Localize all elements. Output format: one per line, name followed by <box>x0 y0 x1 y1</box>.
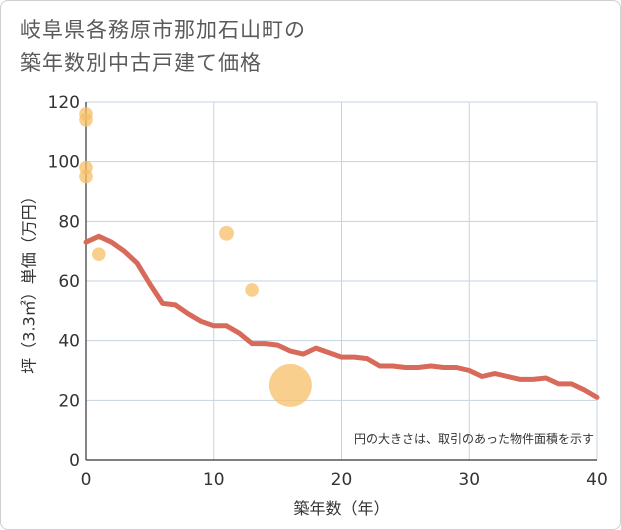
grid-lines <box>86 101 598 460</box>
chart-title-line-2: 築年数別中古戸建て価格 <box>20 50 262 75</box>
scatter-points <box>79 107 312 407</box>
average-line <box>83 233 600 400</box>
y-tick-label: 60 <box>58 272 80 292</box>
x-tick-label: 30 <box>458 470 480 490</box>
y-tick-label: 20 <box>58 391 80 411</box>
x-tick-label: 40 <box>586 470 608 490</box>
x-tick-label: 0 <box>81 470 92 490</box>
x-tick-label: 20 <box>331 470 353 490</box>
y-tick-label: 80 <box>58 212 80 232</box>
y-axis-title: 坪（3.3㎡）単価（万円） <box>20 188 39 373</box>
y-tick-label: 120 <box>48 93 80 113</box>
size-note: 円の大きさは、取引のあった物件面積を示す <box>354 431 594 446</box>
x-axis-title: 築年数（年） <box>293 499 389 518</box>
scatter-point <box>245 283 259 297</box>
tick-labels: 0 20 40 60 80 100 120 0 10 20 30 40 <box>48 93 608 490</box>
scatter-point <box>91 247 106 261</box>
chart-title: 岐阜県各務原市那加石山町の 築年数別中古戸建て価格 <box>20 14 306 79</box>
scatter-point <box>268 363 312 407</box>
y-tick-label: 40 <box>58 332 80 352</box>
x-tick-label: 10 <box>203 470 225 490</box>
chart-title-line-1: 岐阜県各務原市那加石山町の <box>20 18 306 42</box>
average-price-line <box>83 233 600 400</box>
scatter-point <box>79 169 93 184</box>
scatter-point <box>79 113 93 127</box>
scatter-point <box>219 225 234 241</box>
y-tick-label: 100 <box>48 153 80 173</box>
y-tick-label: 0 <box>69 451 80 471</box>
